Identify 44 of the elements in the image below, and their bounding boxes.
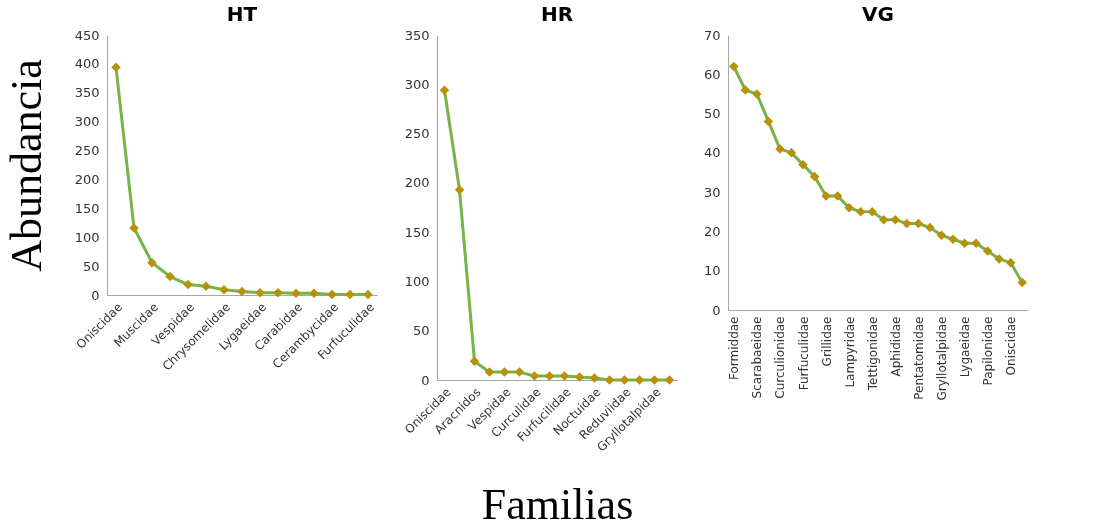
x-tick-label: Lampyridae xyxy=(842,316,857,388)
x-tick-label: Aphididae xyxy=(888,316,903,377)
x-tick-label: Scarabaeidae xyxy=(750,316,765,399)
y-tick-label: 50 xyxy=(703,106,721,122)
y-tick-label: 10 xyxy=(703,263,721,279)
y-tick-label: 250 xyxy=(404,126,430,142)
y-tick-label: 40 xyxy=(703,145,721,161)
x-tick-label: Pentatomidae xyxy=(911,316,926,400)
y-tick-label: 450 xyxy=(74,27,100,43)
x-tick-label: Grillidae xyxy=(819,316,834,367)
x-tick-label: Lygaeidae xyxy=(958,316,973,378)
x-axis-title: Familias xyxy=(481,479,634,529)
y-tick-label: 250 xyxy=(74,143,100,159)
y-tick-label: 30 xyxy=(703,184,721,200)
y-tick-label: 150 xyxy=(404,224,430,240)
y-tick-label: 150 xyxy=(74,200,100,216)
chart-title: HR xyxy=(540,2,574,26)
y-tick-label: 350 xyxy=(74,85,100,101)
y-tick-label: 300 xyxy=(404,76,430,92)
x-tick-label: Oniscidae xyxy=(1004,316,1019,376)
y-tick-label: 100 xyxy=(74,229,100,245)
y-axis-title: Abundancia xyxy=(1,59,51,272)
x-tick-label: Papilonidae xyxy=(981,316,996,386)
x-tick-label: Furfuculidae xyxy=(796,316,811,391)
x-tick-label: Formiddae xyxy=(727,316,742,381)
y-tick-label: 200 xyxy=(74,171,100,187)
y-tick-label: 50 xyxy=(412,323,430,339)
y-tick-label: 0 xyxy=(91,287,100,303)
x-tick-label: Tettigonidae xyxy=(865,316,880,392)
y-tick-label: 60 xyxy=(703,66,721,82)
y-tick-label: 20 xyxy=(703,223,721,239)
x-tick-label: Curculionidae xyxy=(773,316,788,399)
y-tick-label: 200 xyxy=(404,175,430,191)
chart-title: VG xyxy=(862,2,894,26)
y-tick-label: 300 xyxy=(74,114,100,130)
y-tick-label: 100 xyxy=(404,273,430,289)
y-tick-label: 0 xyxy=(421,372,430,388)
y-tick-label: 50 xyxy=(82,258,100,274)
y-tick-label: 350 xyxy=(404,27,430,43)
y-tick-label: 400 xyxy=(74,56,100,72)
chart-title: HT xyxy=(226,2,258,26)
x-tick-label: Gryllotalpidae xyxy=(934,316,949,401)
y-tick-label: 70 xyxy=(703,27,721,43)
y-tick-label: 0 xyxy=(712,302,721,318)
